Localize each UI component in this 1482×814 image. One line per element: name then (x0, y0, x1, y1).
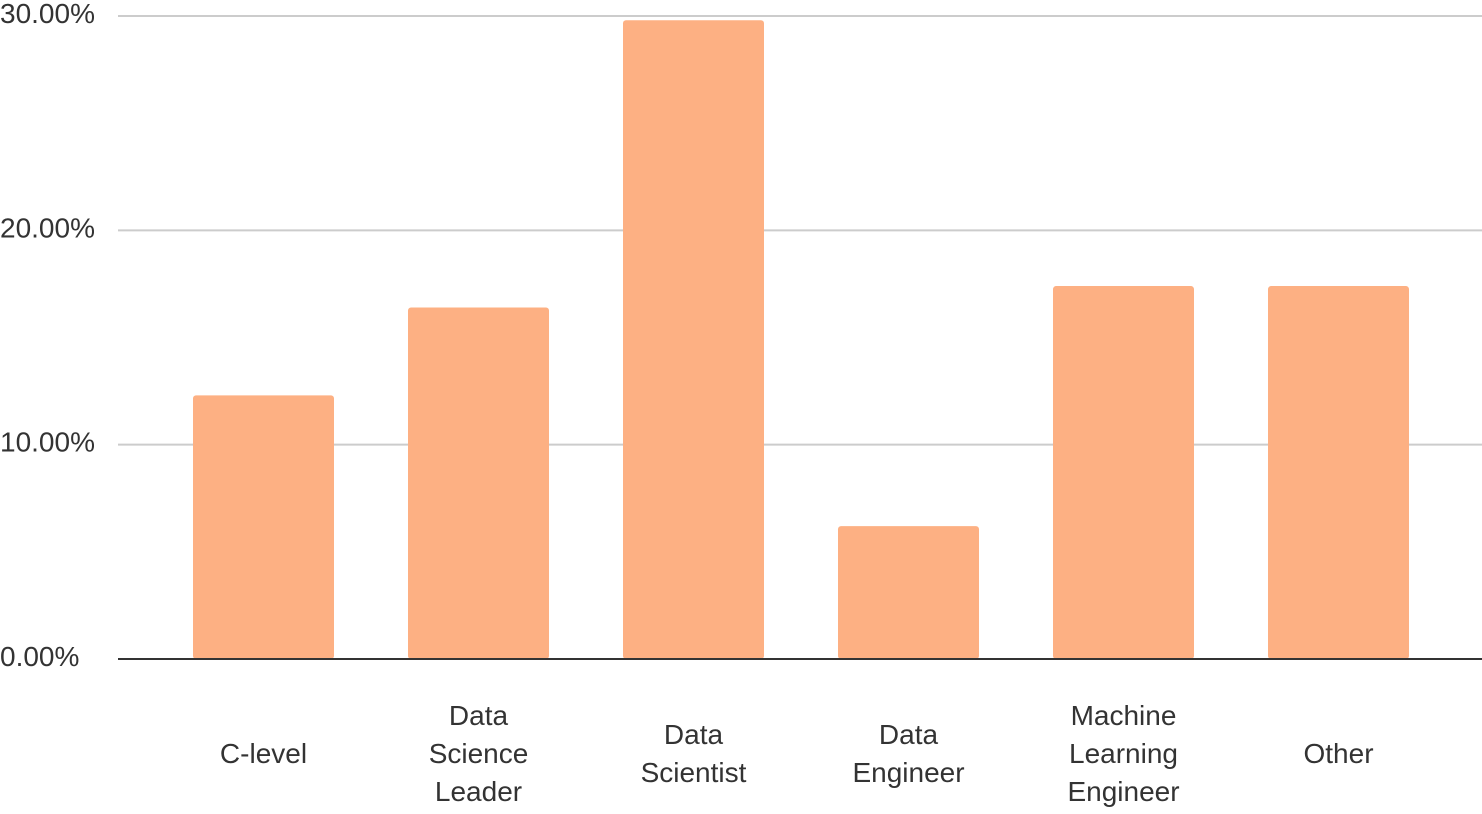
y-tick-label: 30.00% (0, 0, 95, 29)
y-tick-label: 0.00% (0, 641, 79, 672)
y-tick-label: 10.00% (0, 427, 95, 458)
bar (1268, 286, 1409, 659)
x-tick-label: Data Engineer (852, 719, 965, 788)
x-tick-label: Data Scientist (640, 719, 747, 788)
x-tick-label: Data Science Leader (428, 700, 529, 807)
y-tick-label: 20.00% (0, 212, 95, 243)
x-tick-label: Machine Learning Engineer (1067, 700, 1180, 807)
bar (193, 395, 334, 659)
x-tick-label: C-level (219, 738, 308, 769)
bar (408, 307, 549, 659)
bar (623, 20, 764, 659)
bar (838, 526, 979, 659)
bar (1053, 286, 1194, 659)
x-tick-label: Other (1303, 738, 1374, 769)
